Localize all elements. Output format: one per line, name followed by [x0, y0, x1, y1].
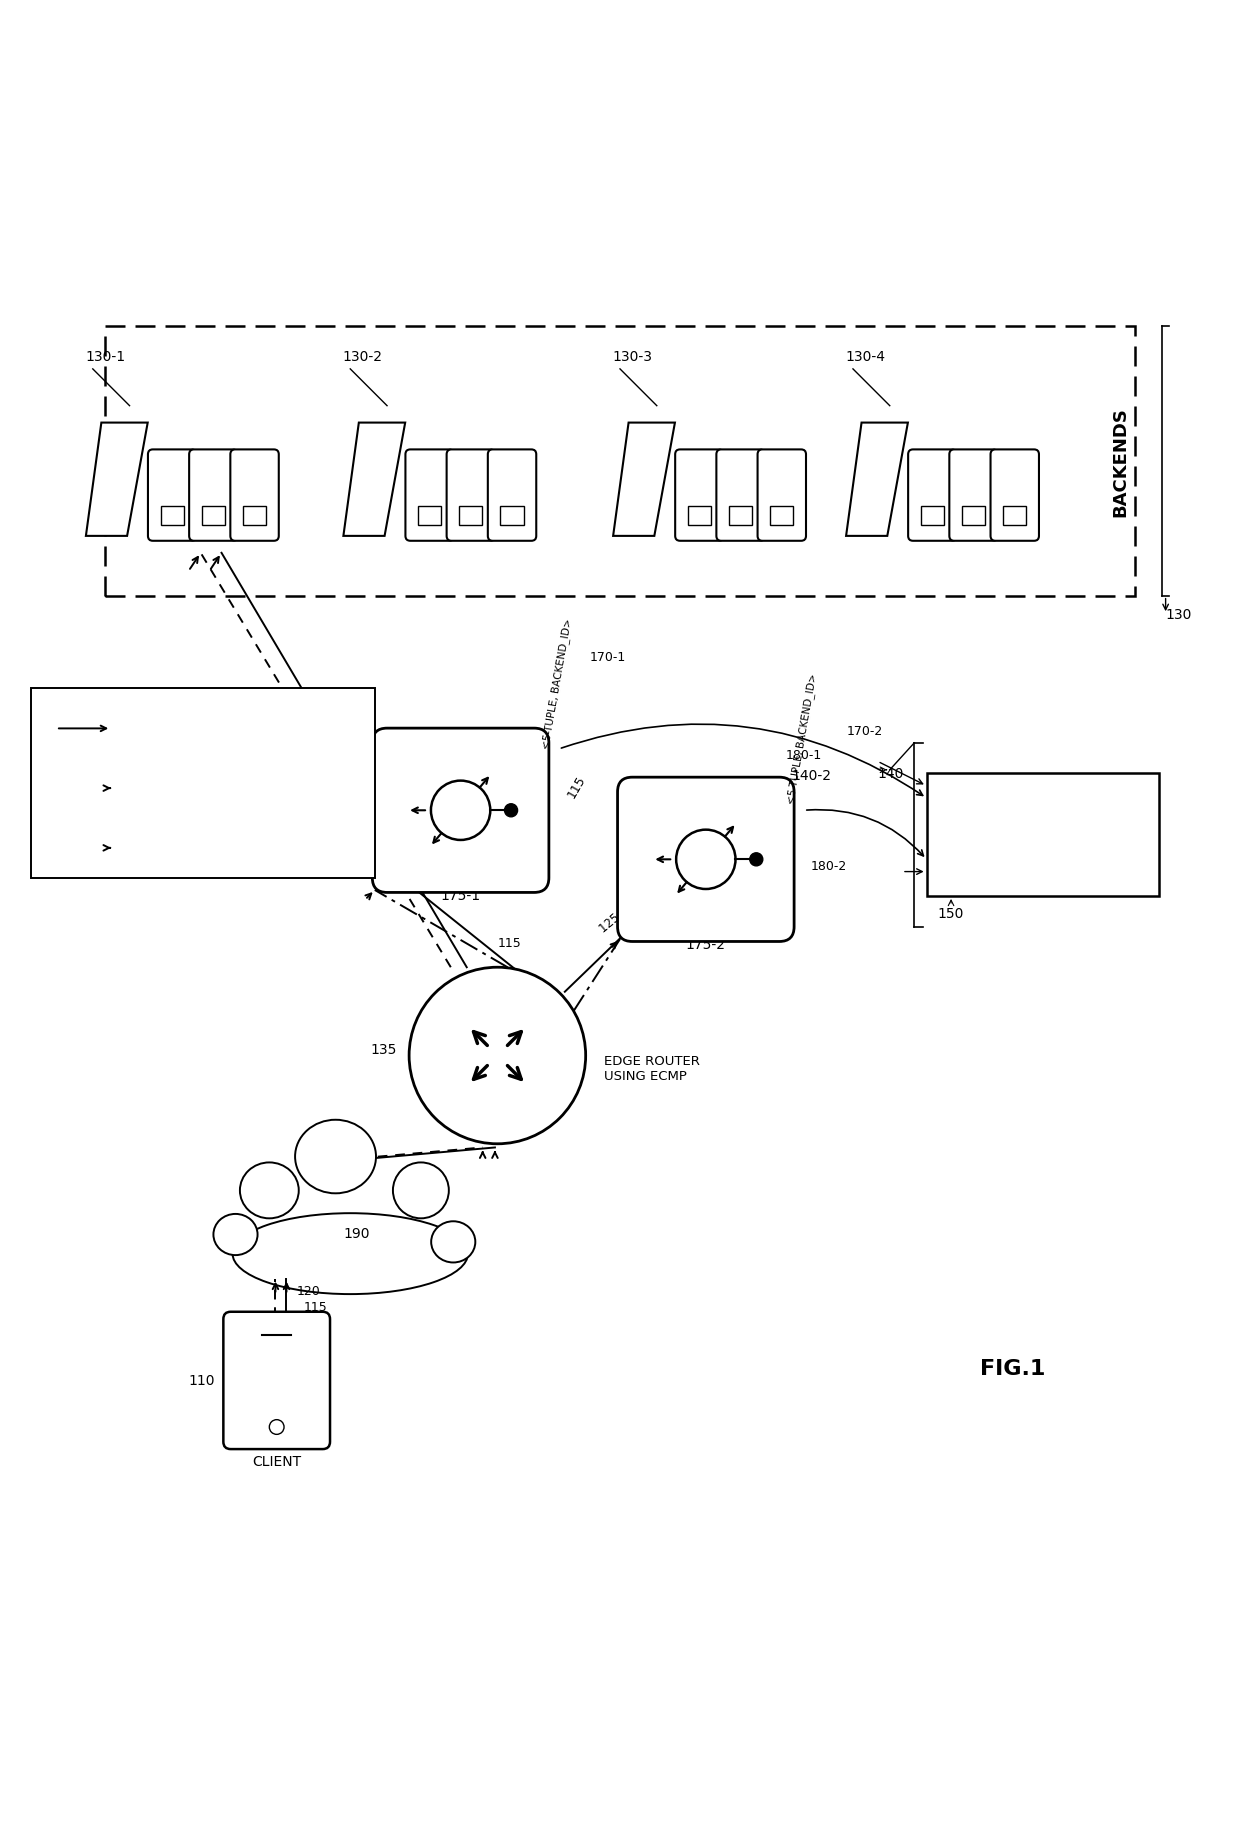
FancyBboxPatch shape: [950, 450, 998, 542]
Text: 140-1: 140-1: [510, 840, 537, 878]
Text: <5-TUPLE, BACKEND_ID>: <5-TUPLE, BACKEND_ID>: [541, 617, 574, 750]
Text: FIG.1: FIG.1: [980, 1358, 1045, 1378]
FancyBboxPatch shape: [487, 450, 536, 542]
Text: 130-3: 130-3: [613, 350, 652, 364]
Bar: [1003, 507, 1027, 525]
Ellipse shape: [239, 1162, 299, 1219]
Text: 130-4: 130-4: [846, 350, 885, 364]
Text: 140-1: 140-1: [322, 719, 362, 734]
Text: 125, VIP: 125, VIP: [505, 836, 539, 884]
Bar: [921, 507, 944, 525]
Text: 130: 130: [1166, 608, 1192, 622]
Text: CLIENT: CLIENT: [252, 1455, 301, 1468]
Text: 175-2: 175-2: [686, 937, 725, 952]
Bar: [770, 507, 794, 525]
Text: BACKENDS: BACKENDS: [1111, 406, 1130, 516]
FancyBboxPatch shape: [190, 450, 238, 542]
FancyBboxPatch shape: [991, 450, 1039, 542]
FancyBboxPatch shape: [618, 778, 794, 942]
Text: 115: 115: [304, 1301, 327, 1314]
Polygon shape: [846, 423, 908, 536]
Bar: [243, 507, 267, 525]
FancyBboxPatch shape: [446, 450, 495, 542]
Text: 115: 115: [565, 772, 588, 800]
Text: 180-1: 180-1: [786, 748, 822, 761]
Text: 135: 135: [371, 1043, 397, 1056]
FancyBboxPatch shape: [717, 450, 765, 542]
Text: 120: 120: [439, 809, 460, 836]
Circle shape: [676, 831, 735, 889]
Circle shape: [432, 781, 490, 840]
Text: 170-2: 170-2: [847, 725, 883, 737]
Bar: [459, 507, 482, 525]
Ellipse shape: [213, 1215, 258, 1255]
Text: ROUTE ANNOUNCEMENT: ROUTE ANNOUNCEMENT: [126, 844, 264, 853]
Bar: [31, 688, 374, 878]
Bar: [501, 507, 523, 525]
Text: 170-1: 170-1: [589, 651, 626, 664]
Ellipse shape: [393, 1162, 449, 1219]
Ellipse shape: [233, 1213, 467, 1294]
Polygon shape: [86, 423, 148, 536]
Bar: [688, 507, 711, 525]
Polygon shape: [613, 423, 675, 536]
FancyBboxPatch shape: [405, 450, 454, 542]
Bar: [202, 507, 224, 525]
Bar: [418, 507, 441, 525]
FancyBboxPatch shape: [908, 450, 956, 542]
Text: 110: 110: [188, 1374, 216, 1387]
Text: 180-2: 180-2: [810, 858, 847, 873]
Text: 130-2: 130-2: [342, 350, 382, 364]
Circle shape: [269, 1420, 284, 1435]
Circle shape: [409, 968, 585, 1144]
Text: 130-1: 130-1: [86, 350, 125, 364]
Text: 115: 115: [56, 694, 79, 706]
FancyBboxPatch shape: [223, 1312, 330, 1449]
Bar: [105, 328, 1135, 597]
Circle shape: [505, 805, 517, 818]
Circle shape: [750, 853, 763, 866]
Bar: [926, 774, 1159, 897]
Bar: [962, 507, 985, 525]
Text: 140-2: 140-2: [791, 769, 832, 783]
Polygon shape: [343, 423, 405, 536]
FancyBboxPatch shape: [675, 450, 724, 542]
Ellipse shape: [295, 1120, 376, 1193]
Text: 115: 115: [497, 937, 522, 950]
Text: INCOMING FLOW: INCOMING FLOW: [126, 723, 224, 736]
Text: 120: 120: [56, 754, 79, 767]
FancyBboxPatch shape: [231, 450, 279, 542]
FancyBboxPatch shape: [148, 450, 196, 542]
Text: 150: 150: [937, 906, 965, 920]
FancyBboxPatch shape: [372, 728, 549, 893]
Text: RETURNING FLOW USING DSR: RETURNING FLOW USING DSR: [126, 783, 281, 794]
Text: 125: 125: [56, 813, 79, 827]
Text: EDGE ROUTER
USING ECMP: EDGE ROUTER USING ECMP: [604, 1054, 699, 1082]
FancyBboxPatch shape: [758, 450, 806, 542]
Bar: [160, 507, 184, 525]
Text: 125, VIP: 125, VIP: [598, 895, 642, 935]
Text: <5-TUPLE, BACKEND_ID>: <5-TUPLE, BACKEND_ID>: [785, 672, 820, 805]
Text: 140: 140: [878, 767, 904, 781]
Text: CONNECTION
TRACKING TABLES: CONNECTION TRACKING TABLES: [990, 822, 1096, 849]
Ellipse shape: [432, 1222, 475, 1263]
Text: LOAD BALANCERS: LOAD BALANCERS: [932, 776, 946, 895]
Text: 175-1: 175-1: [440, 888, 481, 902]
Text: 190: 190: [343, 1226, 370, 1241]
Text: 120: 120: [296, 1285, 320, 1297]
Bar: [729, 507, 753, 525]
